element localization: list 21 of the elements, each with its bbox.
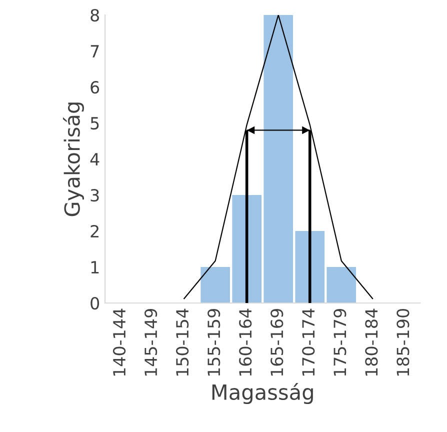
y-tick-label: 5 — [90, 117, 99, 130]
x-tick-label: 145-149 — [144, 309, 158, 376]
x-tick-label: 165-169 — [270, 309, 284, 376]
y-tick-label: 7 — [90, 45, 99, 58]
y-tick-label: 8 — [90, 8, 99, 22]
y-tick-label: 2 — [90, 224, 98, 238]
y-tick-label: 6 — [90, 80, 100, 94]
y-tick-label: 3 — [90, 188, 99, 202]
x-tick-label: 150-154 — [176, 308, 189, 376]
y-tick-label: 0 — [90, 296, 100, 310]
x-tick-label: 140-144 — [112, 308, 126, 376]
x-tick-label: 160-164 — [239, 308, 252, 376]
x-tick-label: 185-190 — [396, 308, 410, 376]
y-tick-label: 1 — [91, 261, 99, 274]
y-tick-label: 4 — [90, 153, 100, 166]
x-axis-title: Magasság — [212, 383, 313, 404]
x-tick-label: 180-184 — [365, 308, 378, 376]
y-axis-title: Gyakoriság — [62, 102, 84, 216]
x-tick-label: 170-174 — [302, 308, 315, 376]
x-tick-label: 155-159 — [208, 309, 220, 376]
x-tick-label: 175-179 — [334, 309, 346, 376]
